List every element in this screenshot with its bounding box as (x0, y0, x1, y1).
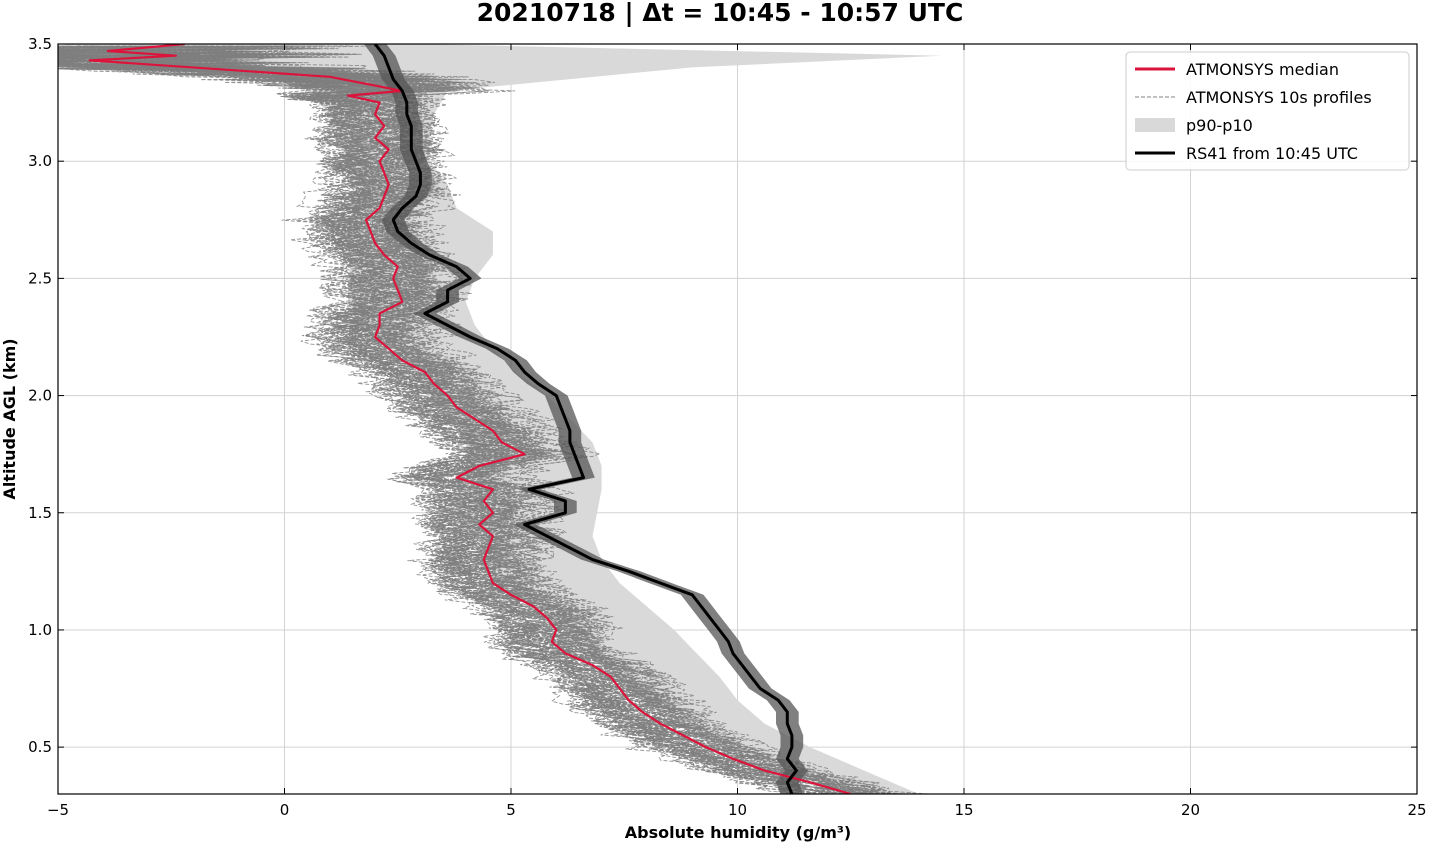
y-tick-label: 2.0 (28, 387, 52, 405)
x-tick-label: 20 (1181, 801, 1200, 819)
legend-box (1125, 51, 1410, 171)
atmonsys-10s-profile (58, 45, 878, 794)
legend-label: ATMONSYS median (1186, 60, 1339, 79)
atmonsys-10s-profile (58, 45, 825, 794)
y-tick-label: 2.5 (28, 269, 52, 287)
atmonsys-10s-profile (58, 45, 811, 794)
legend-label: p90-p10 (1186, 116, 1253, 135)
chart-title: 20210718 | Δt = 10:45 - 10:57 UTC (477, 0, 964, 27)
y-tick-label: 3.0 (28, 152, 52, 170)
legend-label: ATMONSYS 10s profiles (1186, 88, 1372, 107)
y-axis-label: Altitude AGL (km) (0, 338, 19, 499)
atmonsys-10s-profile (58, 45, 853, 794)
x-tick-label: 10 (728, 801, 747, 819)
x-axis-label: Absolute humidity (g/m³) (625, 823, 851, 842)
y-tick-label: 1.0 (28, 621, 52, 639)
y-tick-label: 1.5 (28, 504, 52, 522)
atmonsys-10s-profile (58, 45, 844, 794)
atmonsys-10s-profile (58, 45, 804, 794)
legend-label: RS41 from 10:45 UTC (1186, 144, 1358, 163)
atmonsys-median-line (88, 44, 852, 794)
atmonsys-10s-profile (58, 47, 870, 794)
atmonsys-10s-profile (58, 45, 872, 794)
rs41-uncertainty-band (363, 44, 808, 794)
plot-area (58, 44, 942, 794)
x-tick-label: 5 (506, 801, 516, 819)
atmonsys-10s-profile (58, 45, 835, 794)
atmonsys-10s-profile (58, 45, 884, 794)
y-tick-label: 0.5 (28, 738, 52, 756)
profiles-layer (58, 45, 929, 794)
legend: ATMONSYS median ATMONSYS 10s profiles p90-… (1125, 51, 1410, 171)
atmonsys-10s-profile (58, 45, 842, 794)
atmonsys-10s-profile (58, 45, 803, 794)
x-tick-label: 15 (954, 801, 973, 819)
legend-swatch (1135, 118, 1175, 132)
y-tick-label: 3.5 (28, 35, 52, 53)
rs41-line (373, 44, 798, 794)
x-tick-label: 0 (280, 801, 290, 819)
axis-ticks: −5 0 5 10 15 20 25 0.5 1.0 1.5 2.0 2.5 3.0 3.5 (28, 35, 1426, 819)
x-tick-label: 25 (1407, 801, 1426, 819)
atmonsys-10s-profile (58, 49, 833, 794)
x-tick-label: −5 (47, 801, 69, 819)
series-layer (88, 44, 852, 794)
